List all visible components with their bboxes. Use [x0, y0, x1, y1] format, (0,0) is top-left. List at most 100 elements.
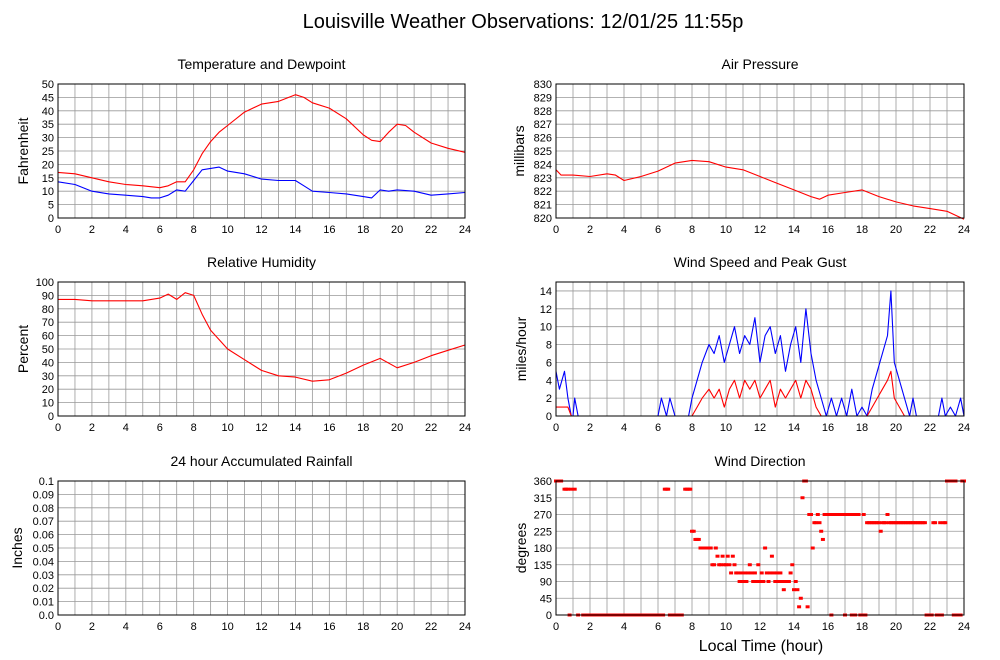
temp-ytick-label: 0: [48, 213, 54, 225]
x-axis-label: Local Time (hour): [699, 638, 824, 655]
direction-point: [848, 513, 853, 516]
direction-ylabel: degrees: [513, 523, 529, 574]
rain-ytick-label: 0.01: [33, 597, 54, 609]
direction-xtick-label: 2: [587, 621, 593, 633]
rain-xtick-label: 18: [357, 621, 369, 633]
humidity-xtick-label: 24: [459, 422, 471, 434]
direction-point: [565, 487, 570, 491]
direction-xtick-label: 10: [720, 621, 732, 633]
direction-xtick-label: 24: [958, 621, 970, 633]
wind-xtick-label: 2: [587, 422, 593, 434]
direction-point: [739, 571, 744, 575]
humidity-ytick-label: 100: [36, 277, 54, 289]
humidity-ytick-label: 40: [42, 357, 54, 369]
temp-xtick-label: 4: [123, 224, 129, 236]
direction-point: [780, 580, 785, 583]
direction-ytick-label: 180: [534, 543, 552, 555]
pressure-xtick-label: 0: [553, 224, 559, 236]
wind-xtick-label: 14: [788, 422, 800, 434]
wind-ytick-label: 2: [546, 393, 552, 405]
direction-point: [773, 580, 778, 583]
wind-frame: [555, 281, 965, 417]
direction-xtick-label: 12: [754, 621, 766, 633]
temp-xtick-label: 0: [55, 224, 61, 236]
temp-xtick-label: 18: [357, 224, 369, 236]
direction-point: [712, 563, 717, 567]
direction-ytick-label: 360: [534, 476, 552, 488]
direction-xtick-label: 22: [924, 621, 936, 633]
direction-point: [708, 546, 713, 550]
direction-point: [885, 513, 890, 516]
pressure-ytick-label: 823: [534, 173, 552, 185]
direction-point: [786, 580, 791, 583]
humidity-frame: [57, 281, 466, 417]
rain-frame: [57, 480, 466, 616]
direction-point: [713, 546, 718, 550]
direction-ytick-label: 270: [534, 510, 552, 522]
direction-point: [763, 546, 768, 550]
direction-point: [761, 580, 766, 583]
humidity-ytick-label: 70: [42, 317, 54, 329]
direction-point: [841, 513, 846, 516]
temp-ytick-label: 35: [42, 119, 54, 131]
humidity-xtick-label: 16: [323, 422, 335, 434]
direction-point: [797, 605, 802, 609]
temp-xtick-label: 20: [391, 224, 403, 236]
direction-point: [775, 571, 779, 575]
direction-point: [751, 580, 756, 583]
rain-ytick-label: 0.06: [33, 530, 54, 542]
direction-point: [792, 588, 796, 592]
rain-xtick-label: 12: [255, 621, 267, 633]
wind-ytick-label: 12: [540, 304, 552, 316]
temp-frame: [57, 83, 466, 219]
direction-ytick-label: 90: [540, 577, 552, 589]
direction-point: [666, 487, 671, 491]
direction-point: [815, 513, 820, 516]
humidity-xtick-label: 4: [123, 422, 129, 434]
pressure-ytick-label: 830: [534, 79, 552, 91]
direction-point: [572, 487, 577, 491]
pressure-title: Air Pressure: [721, 56, 798, 72]
humidity-xtick-label: 18: [357, 422, 369, 434]
direction-ytick-label: 0: [546, 610, 552, 622]
direction-ytick-label: 315: [534, 493, 552, 505]
rain-ytick-label: 0.09: [33, 489, 54, 501]
figure-title: Louisville Weather Observations: 12/01/2…: [303, 11, 744, 33]
temp-xtick-label: 10: [221, 224, 233, 236]
direction-point: [747, 563, 752, 567]
rain-xtick-label: 24: [459, 621, 471, 633]
direction-frame: [555, 480, 965, 616]
rain-ytick-label: 0.07: [33, 516, 54, 528]
pressure-ytick-label: 829: [534, 92, 552, 104]
rain-ytick-label: 0.1: [39, 476, 54, 488]
rain-xtick-label: 4: [123, 621, 129, 633]
direction-xtick-label: 0: [553, 621, 559, 633]
rain-panel: 0.00.010.020.030.040.050.060.070.080.090…: [9, 453, 471, 633]
direction-point: [938, 521, 943, 525]
direction-point: [861, 513, 866, 516]
direction-ytick-label: 135: [534, 560, 552, 572]
humidity-ytick-label: 10: [42, 398, 54, 410]
direction-point: [795, 588, 800, 592]
direction-point: [776, 580, 781, 583]
direction-xtick-label: 20: [890, 621, 902, 633]
rain-xtick-label: 10: [221, 621, 233, 633]
direction-point: [756, 563, 761, 567]
wind-xtick-label: 22: [924, 422, 936, 434]
wind-ytick-label: 6: [546, 357, 552, 369]
wind-xtick-label: 18: [856, 422, 868, 434]
rain-ytick-label: 0.04: [33, 556, 54, 568]
temp-xtick-label: 8: [191, 224, 197, 236]
direction-point: [878, 529, 883, 533]
direction-point: [764, 571, 769, 575]
direction-point: [744, 580, 749, 583]
pressure-xtick-label: 14: [788, 224, 800, 236]
rain-xtick-label: 22: [425, 621, 437, 633]
rain-xtick-label: 6: [157, 621, 163, 633]
wind-xtick-label: 6: [655, 422, 661, 434]
direction-point: [851, 513, 856, 516]
pressure-xtick-label: 18: [856, 224, 868, 236]
rain-xtick-label: 16: [323, 621, 335, 633]
